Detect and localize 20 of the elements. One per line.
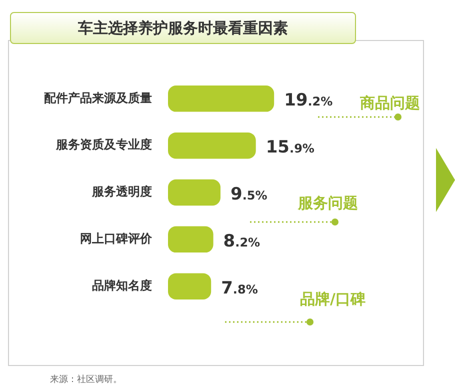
data-label: 15.9%: [266, 138, 314, 158]
bar: [168, 226, 214, 253]
bar: [168, 273, 212, 300]
text: 品牌/口碑: [300, 290, 366, 309]
data-label: 9.5%: [230, 184, 268, 204]
text: 商品问题: [360, 94, 420, 113]
text: 服务问题: [298, 194, 358, 213]
data-label: 8.2%: [223, 231, 260, 252]
y-tick-label: 品牌知名度: [92, 278, 152, 292]
bar: [168, 179, 220, 206]
bar: [168, 86, 274, 112]
y-tick-label: 配件产品来源及质量: [44, 90, 152, 105]
data-label: 19.2%: [284, 90, 333, 111]
data-label: 7.8%: [221, 278, 258, 298]
bar: [168, 132, 256, 159]
y-tick-label: 网上口碑评价: [80, 232, 153, 246]
y-tick-label: 服务透明度: [91, 184, 152, 199]
y-tick-label: 服务资质及专业度: [55, 138, 152, 152]
chart-title: 车主选择养护服务时最看重因素: [10, 12, 356, 44]
source-note: 来源：社区调研。: [50, 374, 122, 386]
